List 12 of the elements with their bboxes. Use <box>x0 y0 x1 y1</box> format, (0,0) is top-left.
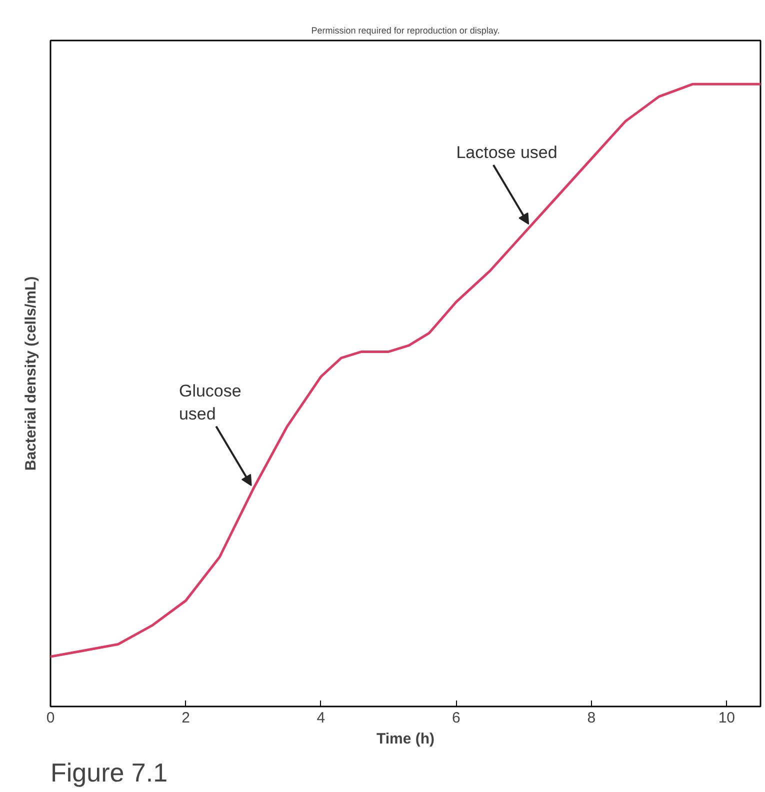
x-tick-label: 8 <box>587 710 596 726</box>
text: Permission required for reproduction or display. <box>311 26 500 36</box>
x-tick-label: 4 <box>316 710 326 726</box>
annotation: Glucose used <box>178 381 242 424</box>
caption: Figure 7.1 <box>50 758 168 788</box>
annotation: Lactose used <box>456 142 558 162</box>
x-tick-label: 6 <box>452 710 460 726</box>
x-tick-label: 2 <box>182 710 190 726</box>
x-tick-label: 10 <box>718 710 736 726</box>
y-axis-title: Bacterial density (cells/mL) <box>22 276 40 471</box>
x-tick-label: 0 <box>46 710 55 726</box>
x-axis-title: Time (h) <box>376 730 435 748</box>
